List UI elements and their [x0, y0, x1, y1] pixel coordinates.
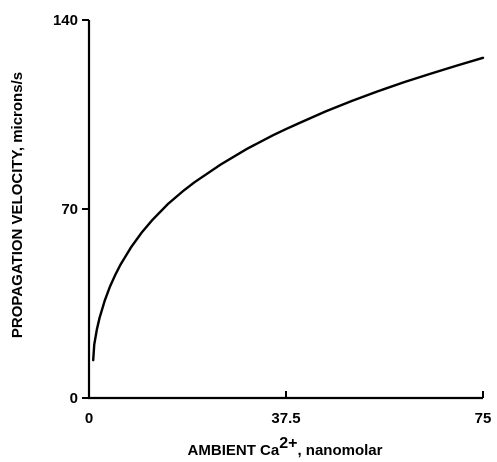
x-axis-title-main: AMBIENT Ca [188, 442, 280, 459]
y-tick-label: 0 [70, 390, 78, 407]
x-tick-label: 75 [475, 410, 492, 427]
x-axis-title: AMBIENT Ca2+, nanomolar [188, 435, 383, 459]
y-tick-label: 70 [61, 201, 78, 218]
x-axis-title-superscript: 2+ [279, 435, 297, 452]
x-axis-title-suffix: , nanomolar [297, 442, 382, 459]
tick-labels: 0 70 140 0 37.5 75 [53, 12, 491, 427]
series-line-0 [92, 56, 485, 362]
ticks [82, 19, 484, 399]
y-axis-title: PROPAGATION VELOCITY, microns/s [9, 72, 26, 338]
series [92, 56, 485, 362]
y-tick-label: 140 [53, 12, 78, 29]
x-tick-label: 0 [85, 410, 93, 427]
x-tick-label: 37.5 [271, 410, 300, 427]
